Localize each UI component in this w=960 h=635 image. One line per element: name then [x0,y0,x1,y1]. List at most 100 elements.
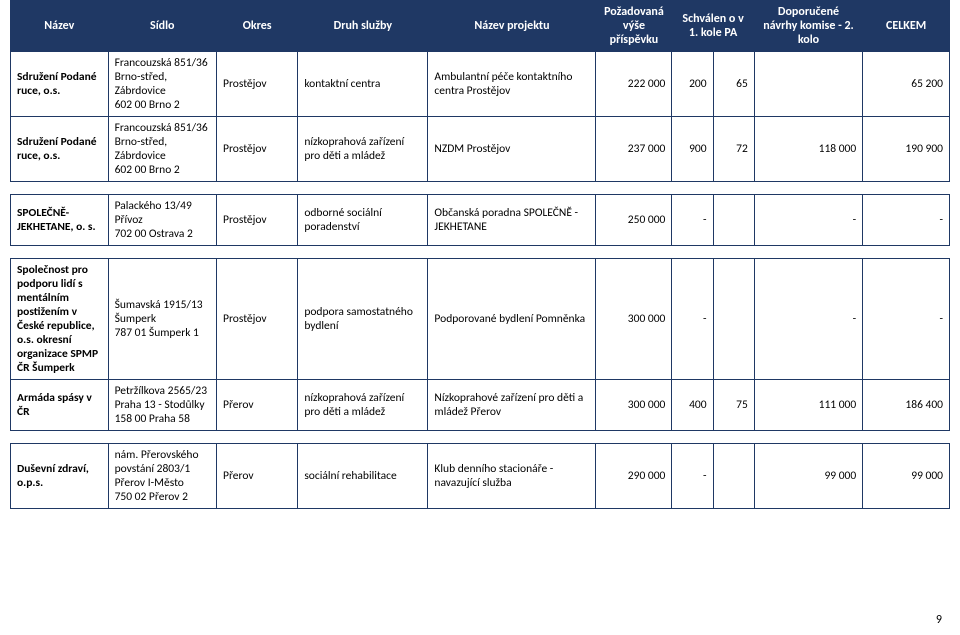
cell-sidlo: Francouzská 851/36Brno-střed, Zábrdovice… [108,52,216,117]
cell-nazev: Sdružení Podané ruce, o.s. [11,117,109,182]
cell-celkem: - [863,195,950,246]
address-line: 602 00 Brno 2 [115,163,210,177]
cell-sidlo: Francouzská 851/36Brno-střed, Zábrdovice… [108,117,216,182]
cell-projekt: Nízkoprahové zařízení pro děti a mládež … [428,380,596,431]
cell-nazev: Společnost pro podporu lidí s mentálním … [11,259,109,380]
data-table: Název Sídlo Okres Druh služby Název proj… [10,0,950,509]
cell-okres: Přerov [217,380,298,431]
address-line: 602 00 Brno 2 [115,98,210,112]
address-line: 787 01 Šumperk 1 [115,326,210,340]
cell-okres: Přerov [217,444,298,509]
table-row: Sdružení Podané ruce, o.s.Francouzská 85… [11,52,950,117]
cell-vyse: 300 000 [596,259,672,380]
cell-druh: sociální rehabilitace [298,444,428,509]
cell-projekt: Klub denního stacionáře - navazující slu… [428,444,596,509]
th-vyse: Požadovaná výše příspěvku [596,1,672,52]
cell-projekt: Ambulantní péče kontaktního centra Prost… [428,52,596,117]
address-line: 750 02 Přerov 2 [115,490,210,504]
group-spacer [11,246,950,259]
cell-druh: kontaktní centra [298,52,428,117]
address-line: Šumavská 1915/13 [115,298,210,312]
cell-vyse: 290 000 [596,444,672,509]
th-celkem: CELKEM [863,1,950,52]
cell-celkem: 186 400 [863,380,950,431]
address-line: 158 00 Praha 58 [115,412,210,426]
cell-okres: Prostějov [217,259,298,380]
table-row: Armáda spásy v ČRPetržílkova 2565/23Prah… [11,380,950,431]
cell-vyse: 222 000 [596,52,672,117]
th-projekt: Název projektu [428,1,596,52]
address-line: Praha 13 - Stodůlky [115,398,210,412]
table-header: Název Sídlo Okres Druh služby Název proj… [11,1,950,52]
cell-schv-b: 72 [713,117,754,182]
cell-okres: Prostějov [217,195,298,246]
table-body: Sdružení Podané ruce, o.s.Francouzská 85… [11,52,950,509]
address-line: Francouzská 851/36 [115,56,210,70]
cell-schv-a: - [672,444,713,509]
cell-dopor: 118 000 [754,117,862,182]
cell-okres: Prostějov [217,117,298,182]
cell-celkem: - [863,259,950,380]
cell-projekt: NZDM Prostějov [428,117,596,182]
cell-projekt: Podporované bydlení Pomněnka [428,259,596,380]
cell-nazev: Sdružení Podané ruce, o.s. [11,52,109,117]
address-line: Francouzská 851/36 [115,121,210,135]
cell-schv-b: 75 [713,380,754,431]
address-line: Petržílkova 2565/23 [115,384,210,398]
cell-schv-b [713,444,754,509]
page: Název Sídlo Okres Druh služby Název proj… [0,0,960,635]
cell-dopor [754,52,862,117]
table-row: Sdružení Podané ruce, o.s.Francouzská 85… [11,117,950,182]
page-number: 9 [936,613,942,627]
cell-schv-a: 200 [672,52,713,117]
cell-schv-b [713,259,754,380]
cell-nazev: Armáda spásy v ČR [11,380,109,431]
cell-schv-b [713,195,754,246]
address-line: Brno-střed, Zábrdovice [115,70,210,98]
cell-celkem: 190 900 [863,117,950,182]
address-line: nám. Přerovského povstání 2803/1 [115,448,210,476]
address-line: Přerov I-Město [115,476,210,490]
table-row: Společnost pro podporu lidí s mentálním … [11,259,950,380]
cell-celkem: 99 000 [863,444,950,509]
table-row: Duševní zdraví, o.p.s.nám. Přerovského p… [11,444,950,509]
table-row: SPOLEČNĚ-JEKHETANE, o. s.Palackého 13/49… [11,195,950,246]
cell-dopor: 111 000 [754,380,862,431]
cell-schv-b: 65 [713,52,754,117]
cell-vyse: 237 000 [596,117,672,182]
address-line: Brno-střed, Zábrdovice [115,135,210,163]
cell-vyse: 300 000 [596,380,672,431]
address-line: Přívoz [115,213,210,227]
cell-schv-a: - [672,259,713,380]
cell-dopor: - [754,259,862,380]
cell-okres: Prostějov [217,52,298,117]
cell-vyse: 250 000 [596,195,672,246]
cell-nazev: SPOLEČNĚ-JEKHETANE, o. s. [11,195,109,246]
cell-sidlo: nám. Přerovského povstání 2803/1Přerov I… [108,444,216,509]
cell-druh: odborné sociální poradenství [298,195,428,246]
cell-dopor: - [754,195,862,246]
th-okres: Okres [217,1,298,52]
cell-celkem: 65 200 [863,52,950,117]
address-line: Šumperk [115,312,210,326]
cell-schv-a: 400 [672,380,713,431]
cell-dopor: 99 000 [754,444,862,509]
th-druh: Druh služby [298,1,428,52]
th-schvalen: Schválen o v 1. kole PA [672,1,754,52]
th-dopor: Doporučené návrhy komise - 2. kolo [754,1,862,52]
address-line: Palackého 13/49 [115,199,210,213]
cell-druh: podpora samostatného bydlení [298,259,428,380]
th-sidlo: Sídlo [108,1,216,52]
cell-sidlo: Palackého 13/49Přívoz702 00 Ostrava 2 [108,195,216,246]
cell-druh: nízkoprahová zařízení pro děti a mládež [298,117,428,182]
th-nazev: Název [11,1,109,52]
group-spacer [11,182,950,195]
cell-schv-a: 900 [672,117,713,182]
cell-nazev: Duševní zdraví, o.p.s. [11,444,109,509]
address-line: 702 00 Ostrava 2 [115,227,210,241]
cell-projekt: Občanská poradna SPOLEČNĚ - JEKHETANE [428,195,596,246]
cell-sidlo: Šumavská 1915/13Šumperk787 01 Šumperk 1 [108,259,216,380]
cell-druh: nízkoprahová zařízení pro děti a mládež [298,380,428,431]
cell-sidlo: Petržílkova 2565/23Praha 13 - Stodůlky15… [108,380,216,431]
group-spacer [11,431,950,444]
